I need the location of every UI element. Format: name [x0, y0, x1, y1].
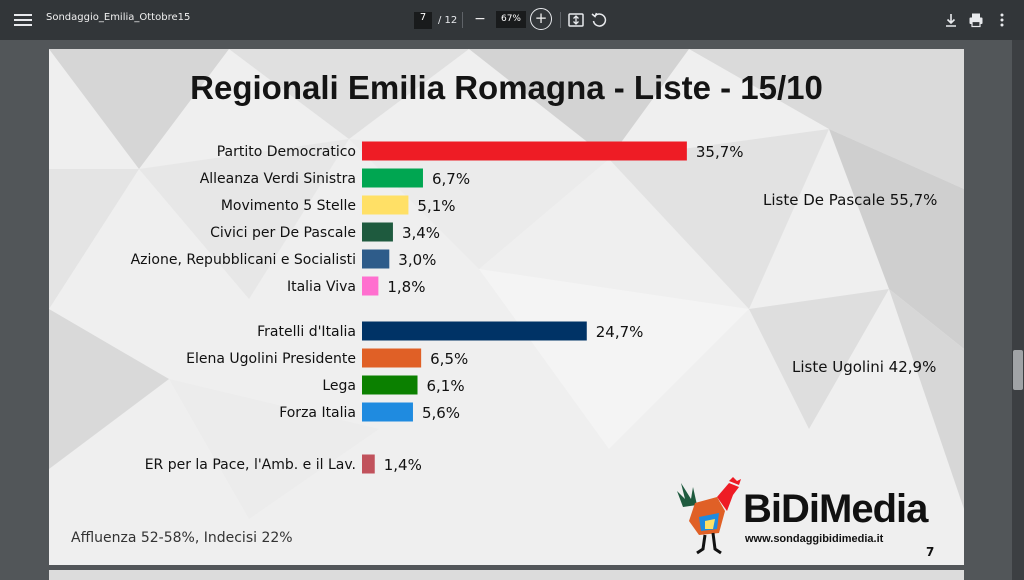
toolbar-divider: [462, 12, 463, 28]
value-label-er-per-la-pace-l-amb-e-il-lav: 1,4%: [384, 456, 422, 474]
bar-lega: [362, 375, 418, 395]
category-label-elena-ugolini-presidente: Elena Ugolini Presidente: [186, 351, 356, 367]
bar-elena-ugolini-presidente: [362, 348, 422, 368]
zoom-level-input[interactable]: 67%: [496, 11, 526, 28]
bar-er-per-la-pace-l-amb-e-il-lav: [362, 454, 375, 474]
zoom-out-button[interactable]: −: [474, 11, 486, 27]
rooster-logo-icon: [677, 477, 741, 555]
download-icon[interactable]: [942, 11, 960, 29]
bar-partito-democratico: [362, 141, 687, 161]
group-label-de-pascale: Liste De Pascale 55,7%: [763, 191, 938, 209]
value-label-movimento-5-stelle: 5,1%: [417, 197, 455, 215]
category-label-er-per-la-pace-l-amb-e-il-lav: ER per la Pace, l'Amb. e il Lav.: [145, 457, 356, 473]
document-title: Sondaggio_Emilia_Ottobre15: [46, 12, 191, 23]
value-label-italia-viva: 1,8%: [387, 278, 425, 296]
value-label-azione-repubblicani-e-socialisti: 3,0%: [398, 251, 436, 269]
value-label-alleanza-verdi-sinistra: 6,7%: [432, 170, 470, 188]
print-icon[interactable]: [967, 11, 985, 29]
bar-civici-per-de-pascale: [362, 222, 393, 242]
value-label-elena-ugolini-presidente: 6,5%: [430, 350, 468, 368]
logo-url: www.sondaggibidimedia.it: [745, 533, 884, 545]
bar-chart: Partito Democratico 35,7% Alleanza Verdi S…: [131, 141, 744, 474]
bar-forza-italia: [362, 402, 413, 422]
bar-movimento-5-stelle: [362, 195, 409, 215]
value-label-civici-per-de-pascale: 3,4%: [402, 224, 440, 242]
logo-wordmark: BiDiMedia: [743, 487, 928, 531]
menu-icon[interactable]: [14, 11, 32, 29]
bar-italia-viva: [362, 276, 379, 296]
group-label-ugolini: Liste Ugolini 42,9%: [792, 358, 937, 376]
category-label-civici-per-de-pascale: Civici per De Pascale: [210, 225, 356, 241]
value-label-forza-italia: 5,6%: [422, 404, 460, 422]
page-number-input[interactable]: 7: [414, 11, 432, 29]
category-label-italia-viva: Italia Viva: [287, 279, 356, 295]
value-label-partito-democratico: 35,7%: [696, 143, 744, 161]
vertical-scrollbar[interactable]: [1012, 40, 1024, 580]
category-label-alleanza-verdi-sinistra: Alleanza Verdi Sinistra: [200, 171, 356, 187]
rotate-icon[interactable]: [590, 11, 608, 29]
zoom-in-button[interactable]: +: [530, 8, 552, 30]
next-page-edge: [49, 570, 964, 580]
pdf-toolbar: Sondaggio_Emilia_Ottobre15 7 / 12 − 67% …: [0, 0, 1024, 40]
toolbar-divider: [560, 12, 561, 28]
value-label-fratelli-d-italia: 24,7%: [596, 323, 644, 341]
page-total: / 12: [438, 14, 458, 26]
category-label-partito-democratico: Partito Democratico: [217, 144, 356, 160]
bar-alleanza-verdi-sinistra: [362, 168, 423, 188]
category-label-forza-italia: Forza Italia: [279, 405, 356, 421]
more-options-icon[interactable]: [993, 11, 1011, 29]
turnout-footnote: Affluenza 52-58%, Indecisi 22%: [71, 530, 293, 546]
scrollbar-thumb[interactable]: [1013, 350, 1023, 390]
category-label-fratelli-d-italia: Fratelli d'Italia: [257, 324, 356, 340]
page-navigator: 7 / 12: [414, 11, 457, 29]
chart-title: Regionali Emilia Romagna - Liste - 15/10: [190, 69, 823, 106]
value-label-lega: 6,1%: [427, 377, 465, 395]
pdf-page: Regionali Emilia Romagna - Liste - 15/10…: [49, 49, 964, 565]
bidimedia-logo: BiDiMedia www.sondaggibidimedia.it: [675, 477, 955, 557]
category-label-azione-repubblicani-e-socialisti: Azione, Repubblicani e Socialisti: [131, 252, 356, 268]
fit-page-icon[interactable]: [567, 11, 585, 29]
bar-fratelli-d-italia: [362, 321, 587, 341]
page-number: 7: [926, 545, 935, 559]
category-label-movimento-5-stelle: Movimento 5 Stelle: [221, 198, 356, 214]
category-label-lega: Lega: [322, 378, 356, 394]
bar-azione-repubblicani-e-socialisti: [362, 249, 390, 269]
